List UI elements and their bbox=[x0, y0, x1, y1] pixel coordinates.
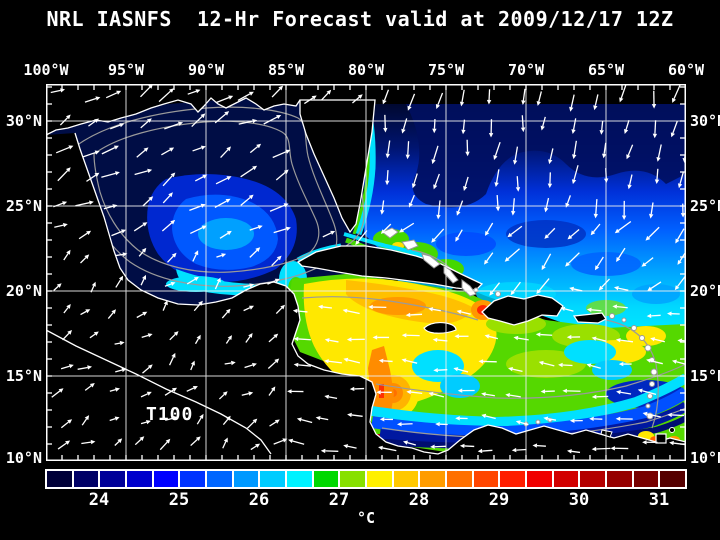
lon-label-95w: 95°W bbox=[107, 61, 145, 79]
colorbar-cell bbox=[313, 471, 339, 487]
colorbar-cell bbox=[153, 471, 179, 487]
colorbar-cell bbox=[660, 471, 686, 487]
colorbar-cell bbox=[233, 471, 259, 487]
lon-label-65w: 65°W bbox=[587, 61, 625, 79]
colorbar-cell bbox=[500, 471, 526, 487]
lon-label-75w: 75°W bbox=[427, 61, 465, 79]
lon-label-70w: 70°W bbox=[507, 61, 545, 79]
forecast-map bbox=[46, 84, 686, 461]
lat-label-right-20n: 20°N bbox=[690, 282, 720, 300]
colorbar-cell bbox=[73, 471, 99, 487]
colorbar-tick-29: 29 bbox=[488, 490, 510, 510]
colorbar-cell bbox=[580, 471, 606, 487]
lat-label-right-25n: 25°N bbox=[690, 197, 720, 215]
colorbar-cell bbox=[260, 471, 286, 487]
colorbar-cell bbox=[47, 471, 72, 487]
wind-vector-arrows bbox=[50, 84, 686, 454]
lat-label-right-15n: 15°N bbox=[690, 367, 720, 385]
colorbar-cell bbox=[447, 471, 472, 487]
field-depth-label: T100 bbox=[146, 404, 194, 425]
lat-label-right-30n: 30°N bbox=[690, 112, 720, 130]
lon-label-90w: 90°W bbox=[187, 61, 225, 79]
lat-label-left-15n: 15°N bbox=[5, 367, 42, 385]
lon-label-100w: 100°W bbox=[23, 61, 69, 79]
colorbar-cell bbox=[367, 471, 392, 487]
colorbar-cell bbox=[287, 471, 312, 487]
colorbar-cell bbox=[393, 471, 419, 487]
colorbar-cell bbox=[473, 471, 499, 487]
plot-border bbox=[46, 84, 686, 461]
colorbar-cell bbox=[340, 471, 366, 487]
lat-label-right-10n: 10°N bbox=[690, 449, 720, 467]
lon-label-60w: 60°W bbox=[667, 61, 705, 79]
colorbar-tick-25: 25 bbox=[168, 490, 190, 510]
temperature-colorbar bbox=[45, 469, 687, 489]
lat-label-left-20n: 20°N bbox=[5, 282, 42, 300]
colorbar-tick-24: 24 bbox=[88, 490, 110, 510]
graticule-grid bbox=[46, 84, 686, 461]
colorbar-tick-30: 30 bbox=[568, 490, 590, 510]
colorbar-unit-label: °C bbox=[356, 509, 376, 527]
colorbar-cell bbox=[633, 471, 659, 487]
figure-title: NRL IASNFS 12-Hr Forecast valid at 2009/… bbox=[46, 7, 674, 31]
colorbar-cell bbox=[100, 471, 126, 487]
colorbar-tick-27: 27 bbox=[328, 490, 350, 510]
colorbar-cell bbox=[207, 471, 232, 487]
lat-label-left-30n: 30°N bbox=[5, 112, 42, 130]
colorbar-cell bbox=[527, 471, 552, 487]
lon-label-80w: 80°W bbox=[347, 61, 385, 79]
colorbar-tick-31: 31 bbox=[648, 490, 670, 510]
colorbar-tick-28: 28 bbox=[408, 490, 430, 510]
colorbar-cell bbox=[420, 471, 446, 487]
colorbar-cell bbox=[553, 471, 579, 487]
colorbar-cell bbox=[180, 471, 206, 487]
lat-label-left-10n: 10°N bbox=[5, 449, 42, 467]
colorbar-cell bbox=[607, 471, 632, 487]
colorbar-cell bbox=[127, 471, 152, 487]
colorbar-tick-26: 26 bbox=[248, 490, 270, 510]
lon-label-85w: 85°W bbox=[267, 61, 305, 79]
lat-label-left-25n: 25°N bbox=[5, 197, 42, 215]
